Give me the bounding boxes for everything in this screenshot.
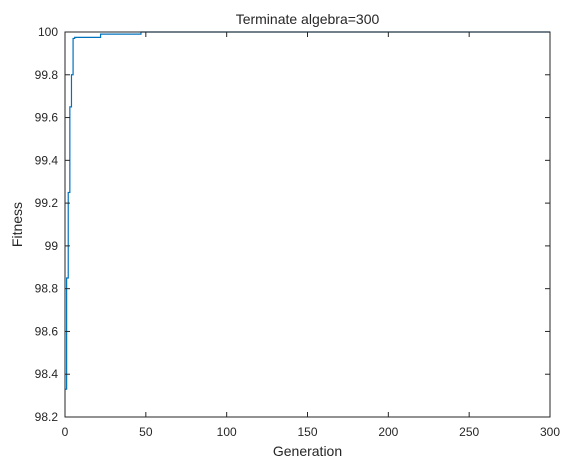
y-tick-label: 98.2 — [35, 410, 59, 424]
y-tick-label: 99.4 — [35, 153, 59, 167]
y-tick-label: 99 — [45, 239, 59, 253]
y-tick-label: 99.2 — [35, 196, 59, 210]
x-tick-label: 150 — [297, 425, 317, 439]
plot-area — [65, 32, 550, 417]
chart-title: Terminate algebra=300 — [236, 11, 380, 27]
x-tick-label: 300 — [540, 425, 560, 439]
x-axis-ticks: 0 50 100 150 200 250 300 — [62, 32, 560, 439]
y-tick-label: 99.8 — [35, 68, 59, 82]
y-tick-label: 98.6 — [35, 324, 59, 338]
y-tick-label: 100 — [38, 25, 58, 39]
series-layer — [65, 31, 550, 390]
x-tick-label: 250 — [459, 425, 479, 439]
y-tick-label: 99.6 — [35, 111, 59, 125]
fitness-series-line — [65, 31, 550, 390]
y-axis-ticks: 98.2 98.4 98.6 98.8 99 99.2 99.4 99.6 99.8 100 — [35, 25, 550, 424]
x-tick-label: 0 — [62, 425, 69, 439]
y-axis-title: Fitness — [9, 202, 25, 247]
x-tick-label: 50 — [139, 425, 153, 439]
y-tick-label: 98.4 — [35, 367, 59, 381]
x-tick-label: 100 — [217, 425, 237, 439]
x-tick-label: 200 — [378, 425, 398, 439]
y-tick-label: 98.8 — [35, 282, 59, 296]
x-axis-title: Generation — [273, 443, 342, 459]
